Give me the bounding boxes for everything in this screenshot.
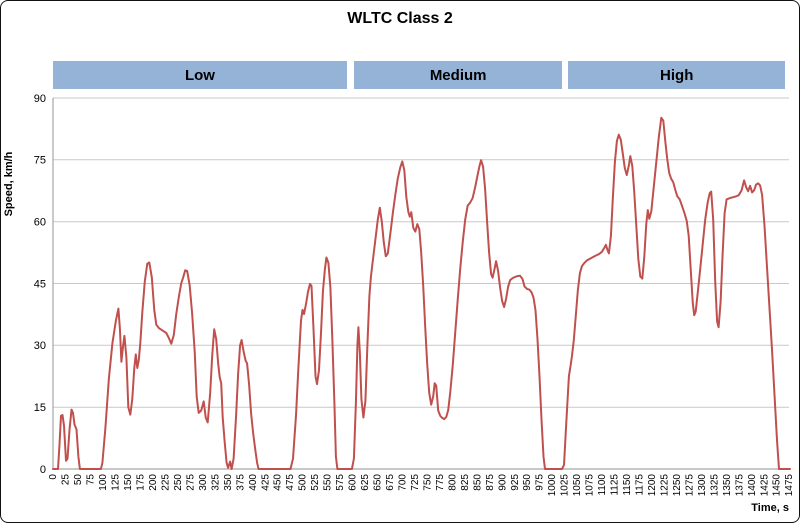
svg-text:1150: 1150 — [622, 474, 633, 496]
svg-text:1225: 1225 — [660, 474, 671, 497]
svg-text:800: 800 — [447, 474, 458, 491]
phase-band-low: Low — [53, 61, 347, 89]
x-tick-labels: 0 25 50 75 100 125 150 175 200 225 250 275 300 325 350… — [48, 474, 795, 497]
y-tick-labels: 0 15 30 45 60 75 90 — [34, 93, 46, 476]
svg-text:1475: 1475 — [784, 474, 795, 497]
svg-text:450: 450 — [273, 474, 284, 491]
phase-band-high-label: High — [660, 66, 694, 84]
svg-text:1000: 1000 — [547, 474, 558, 497]
svg-text:1125: 1125 — [610, 474, 621, 496]
svg-text:750: 750 — [422, 474, 433, 491]
svg-text:375: 375 — [235, 474, 246, 491]
phase-band-high: High — [567, 61, 786, 89]
svg-text:825: 825 — [460, 474, 471, 491]
svg-text:1250: 1250 — [672, 474, 683, 497]
svg-text:975: 975 — [535, 474, 546, 491]
svg-text:0: 0 — [40, 464, 46, 476]
svg-text:1300: 1300 — [697, 474, 708, 497]
svg-text:1325: 1325 — [709, 474, 720, 497]
svg-text:1025: 1025 — [560, 474, 571, 497]
svg-text:350: 350 — [223, 474, 234, 491]
svg-text:1400: 1400 — [747, 474, 758, 497]
svg-text:45: 45 — [34, 278, 46, 290]
svg-text:525: 525 — [310, 474, 321, 491]
svg-text:1375: 1375 — [734, 474, 745, 497]
svg-text:275: 275 — [185, 474, 196, 491]
svg-text:1075: 1075 — [585, 474, 596, 497]
svg-text:50: 50 — [73, 474, 84, 486]
svg-text:25: 25 — [61, 474, 72, 486]
svg-text:850: 850 — [472, 474, 483, 491]
svg-text:425: 425 — [260, 474, 271, 491]
svg-text:15: 15 — [34, 402, 46, 414]
svg-text:925: 925 — [510, 474, 521, 491]
svg-text:1275: 1275 — [684, 474, 695, 497]
svg-text:175: 175 — [136, 474, 147, 491]
svg-text:775: 775 — [435, 474, 446, 491]
x-axis-title: Time, s — [751, 502, 789, 514]
svg-text:1050: 1050 — [572, 474, 583, 497]
svg-text:700: 700 — [398, 474, 409, 491]
svg-text:325: 325 — [210, 474, 221, 491]
svg-text:950: 950 — [522, 474, 533, 491]
axes — [52, 98, 789, 470]
svg-text:300: 300 — [198, 474, 209, 491]
svg-text:75: 75 — [34, 155, 46, 167]
gridlines — [53, 97, 789, 408]
svg-text:60: 60 — [34, 217, 46, 229]
svg-text:150: 150 — [123, 474, 134, 491]
svg-text:125: 125 — [111, 474, 122, 491]
svg-text:675: 675 — [385, 474, 396, 491]
svg-text:1175: 1175 — [635, 474, 646, 496]
chart-title: WLTC Class 2 — [347, 10, 453, 27]
phase-band-medium-label: Medium — [429, 66, 487, 84]
svg-text:1200: 1200 — [647, 474, 658, 497]
svg-text:1450: 1450 — [772, 474, 783, 497]
svg-text:550: 550 — [323, 474, 334, 491]
phase-band-medium: Medium — [354, 61, 562, 89]
svg-text:500: 500 — [298, 474, 309, 491]
svg-text:725: 725 — [410, 474, 421, 491]
svg-text:250: 250 — [173, 474, 184, 491]
svg-text:600: 600 — [348, 474, 359, 491]
svg-text:1425: 1425 — [759, 474, 770, 497]
svg-text:225: 225 — [161, 474, 172, 491]
svg-text:475: 475 — [285, 474, 296, 491]
svg-text:30: 30 — [34, 340, 46, 352]
svg-text:0: 0 — [48, 474, 59, 480]
svg-text:1350: 1350 — [722, 474, 733, 497]
speed-curve — [52, 116, 791, 470]
svg-text:400: 400 — [248, 474, 259, 491]
phase-band-low-label: Low — [184, 66, 215, 84]
svg-text:900: 900 — [497, 474, 508, 491]
svg-text:100: 100 — [98, 474, 109, 491]
svg-text:90: 90 — [34, 93, 46, 105]
svg-text:75: 75 — [86, 474, 97, 486]
svg-text:650: 650 — [373, 474, 384, 491]
svg-text:200: 200 — [148, 474, 159, 491]
svg-text:625: 625 — [360, 474, 371, 491]
svg-text:575: 575 — [335, 474, 346, 491]
svg-text:875: 875 — [485, 474, 496, 491]
svg-text:1100: 1100 — [597, 474, 608, 496]
